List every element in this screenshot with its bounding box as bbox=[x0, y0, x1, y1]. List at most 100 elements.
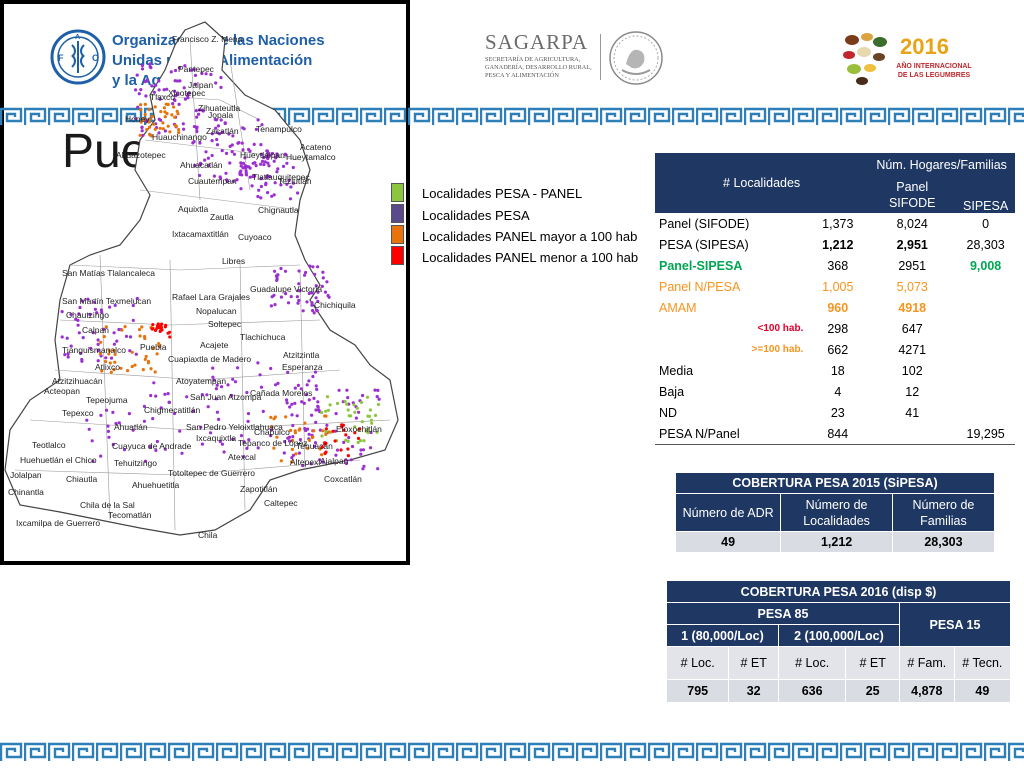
locality-dot bbox=[207, 163, 211, 167]
locality-dot bbox=[318, 428, 322, 432]
locality-dot bbox=[344, 461, 348, 466]
locality-dot bbox=[180, 451, 184, 455]
locality-dot bbox=[259, 184, 263, 189]
locality-dot bbox=[227, 132, 231, 136]
map-place-label: Chila bbox=[198, 530, 218, 540]
locality-dot bbox=[320, 284, 324, 288]
locality-dot bbox=[191, 141, 195, 145]
locality-dot bbox=[139, 120, 143, 124]
legumes-year: 2016 bbox=[900, 34, 949, 59]
val-tecn: 49 bbox=[953, 679, 1012, 703]
locality-dot bbox=[239, 161, 243, 165]
col-panel-sifode: Panel SIFODE bbox=[868, 177, 957, 213]
row-label: Panel-SIPESA bbox=[659, 258, 743, 273]
locality-dot bbox=[95, 311, 99, 315]
locality-dot bbox=[346, 396, 350, 400]
locality-dot bbox=[269, 366, 273, 371]
locality-dot bbox=[224, 171, 228, 175]
row-sipesa: 19,295 bbox=[956, 423, 1015, 445]
locality-dot bbox=[256, 361, 260, 365]
locality-dot bbox=[167, 400, 171, 404]
locality-dot bbox=[310, 291, 314, 295]
locality-dot bbox=[174, 94, 178, 98]
locality-dot bbox=[260, 159, 265, 163]
map-place-label: Tlatlauquitepec bbox=[252, 172, 310, 182]
locality-dot bbox=[157, 88, 161, 92]
row-loc: 662 bbox=[827, 342, 849, 357]
locality-dot bbox=[63, 353, 67, 357]
map-place-label: Teotlalco bbox=[32, 440, 66, 450]
locality-dot bbox=[128, 349, 132, 353]
map-place-label: Tlaxco bbox=[150, 92, 176, 102]
cobertura-2016-table: COBERTURA PESA 2016 (disp $) PESA 85 PES… bbox=[665, 580, 1012, 703]
locality-dot bbox=[337, 388, 341, 392]
locality-dot bbox=[96, 342, 100, 346]
locality-dot bbox=[162, 88, 166, 92]
locality-dot bbox=[74, 317, 78, 321]
locality-dot bbox=[144, 94, 148, 98]
row-label: Panel N/PESA bbox=[659, 279, 741, 294]
locality-dot bbox=[142, 404, 146, 408]
locality-dot bbox=[218, 175, 222, 179]
locality-dot bbox=[195, 129, 199, 134]
map-place-label: Atzitzintla bbox=[283, 350, 320, 360]
locality-dot bbox=[76, 323, 80, 327]
locality-dot bbox=[113, 360, 117, 364]
row-sipesa: 0 bbox=[982, 216, 990, 231]
map-place-label: San Juan Atzompa bbox=[190, 392, 262, 402]
locality-dot bbox=[172, 105, 176, 109]
locality-dot bbox=[107, 352, 111, 356]
locality-dot bbox=[290, 402, 294, 406]
val-fam: 4,878 bbox=[898, 679, 955, 703]
locality-dot bbox=[226, 383, 230, 387]
row-panel: 647 bbox=[901, 321, 923, 336]
locality-dot bbox=[286, 301, 291, 305]
locality-dot bbox=[265, 149, 270, 153]
locality-dot bbox=[360, 420, 364, 424]
locality-dot bbox=[206, 156, 210, 160]
localidades-table: # Localidades Núm. Hogares/Familias Pane… bbox=[655, 153, 1015, 445]
locality-dot bbox=[302, 401, 306, 405]
locality-dot bbox=[123, 325, 127, 329]
locality-dot bbox=[96, 338, 100, 342]
locality-dot bbox=[183, 97, 187, 101]
locality-dot bbox=[324, 427, 328, 431]
row-panel: 8,024 bbox=[896, 216, 928, 231]
locality-dot bbox=[275, 278, 279, 282]
map-place-label: Acateno bbox=[300, 142, 332, 152]
locality-dot bbox=[203, 158, 207, 162]
locality-dot bbox=[270, 194, 274, 198]
map-place-label: Zapotitlán bbox=[240, 484, 278, 494]
locality-dot bbox=[193, 82, 198, 86]
locality-dot bbox=[108, 361, 112, 365]
locality-dot bbox=[77, 312, 81, 316]
locality-dot bbox=[199, 425, 203, 429]
map-place-label: Tepexco bbox=[62, 408, 94, 418]
locality-dot bbox=[220, 385, 224, 389]
row-sipesa bbox=[956, 402, 1015, 423]
locality-dot bbox=[284, 415, 288, 419]
map-place-label: Acajete bbox=[200, 340, 229, 350]
locality-dot bbox=[242, 127, 246, 131]
locality-dot bbox=[157, 342, 161, 346]
locality-dot bbox=[104, 356, 108, 360]
map-place-label: Aquixtla bbox=[178, 204, 209, 214]
locality-dot bbox=[177, 131, 181, 135]
locality-dot bbox=[259, 177, 263, 181]
sagarpa-sub-1: Secretaría de Agricultura, bbox=[485, 56, 581, 63]
locality-dot bbox=[316, 299, 320, 303]
map-place-label: Chila de la Sal bbox=[80, 500, 135, 510]
locality-dot bbox=[66, 352, 70, 356]
map-place-label: Chiautla bbox=[66, 474, 98, 484]
row-loc: 844 bbox=[807, 423, 869, 445]
locality-dot bbox=[91, 459, 95, 463]
row-panel: 4918 bbox=[898, 300, 927, 315]
locality-dot bbox=[314, 420, 318, 424]
locality-dot bbox=[136, 105, 140, 109]
col-hogares: Núm. Hogares/Familias bbox=[868, 153, 1015, 177]
locality-dot bbox=[318, 447, 322, 451]
locality-dot bbox=[289, 295, 293, 299]
locality-dot bbox=[315, 308, 319, 312]
puebla-map: Francisco Z. Mena Pantepec Jalpan Tlaxco Xic… bbox=[0, 0, 410, 565]
locality-dot bbox=[355, 406, 359, 410]
